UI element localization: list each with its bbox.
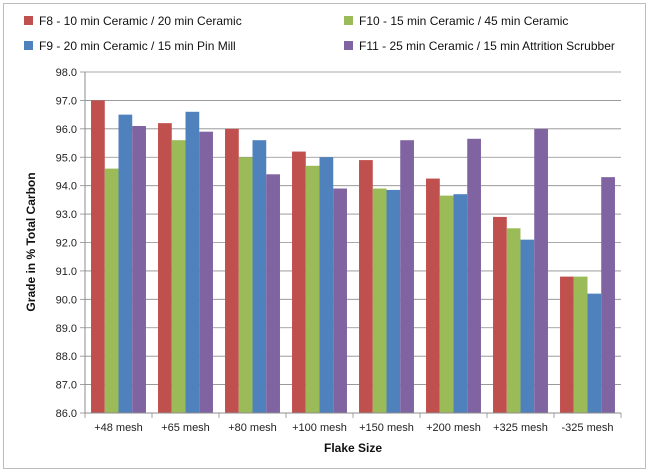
- bar: [252, 140, 267, 413]
- y-tick-labels: 86.0 87.0 88.0 89.0 90.0 91.0 92.0 93.0 94.0 95.0…: [56, 67, 77, 420]
- y-axis-title: Grade in % Total Carbon: [24, 172, 38, 311]
- y-tick-label: 88.0: [56, 351, 77, 363]
- y-tick-label: 98.0: [56, 67, 77, 79]
- legend-label: F8 - 10 min Ceramic / 20 min Ceramic: [39, 14, 242, 28]
- legend-label: F10 - 15 min Ceramic / 45 min Ceramic: [359, 14, 568, 28]
- y-tick-label: 93.0: [56, 209, 77, 221]
- bar: [199, 131, 213, 414]
- bar: [506, 228, 521, 413]
- bar: [118, 114, 133, 413]
- bar: [158, 123, 172, 414]
- x-tick-label: +200 mesh: [426, 422, 481, 434]
- legend-swatch: [344, 41, 353, 50]
- bar: [266, 174, 280, 413]
- y-tick-label: 96.0: [56, 124, 77, 136]
- x-tick-label: +48 mesh: [94, 422, 143, 434]
- x-tick-label: -325 mesh: [562, 422, 614, 434]
- bar: [467, 138, 481, 413]
- bars: [91, 100, 615, 414]
- legend-label: F9 - 20 min Ceramic / 15 min Pin Mill: [39, 39, 236, 53]
- y-tick-label: 90.0: [56, 294, 77, 306]
- bar: [560, 276, 574, 413]
- x-axis-title: Flake Size: [324, 441, 382, 455]
- y-tick-label: 91.0: [56, 266, 77, 278]
- x-tick-label: +80 mesh: [228, 422, 277, 434]
- bar: [305, 165, 320, 413]
- bar: [587, 293, 602, 413]
- legend-swatch: [24, 41, 33, 50]
- bar: [426, 178, 440, 413]
- x-tick-labels: +48 mesh +65 mesh +80 mesh +100 mesh +150 me…: [94, 422, 613, 434]
- bar: [185, 111, 200, 414]
- y-tick-label: 97.0: [56, 95, 77, 107]
- bar: [453, 194, 468, 413]
- bar: [333, 188, 347, 413]
- y-tick-label: 86.0: [56, 408, 77, 420]
- bar: [573, 276, 588, 413]
- x-tick-label: +65 mesh: [161, 422, 210, 434]
- y-tick-label: 92.0: [56, 238, 77, 250]
- bar: [439, 195, 454, 413]
- legend-label: F11 - 25 min Ceramic / 15 min Attrition …: [359, 39, 615, 53]
- bar: [225, 128, 239, 414]
- bar: [400, 140, 414, 413]
- y-tick-label: 87.0: [56, 380, 77, 392]
- bar: [534, 128, 548, 414]
- bar: [132, 125, 146, 413]
- bar: [319, 157, 334, 413]
- bar: [238, 157, 253, 413]
- legend: F8 - 10 min Ceramic / 20 min Ceramic F10 …: [24, 14, 615, 53]
- bar: [171, 140, 186, 413]
- legend-swatch: [344, 16, 353, 25]
- bar: [292, 151, 306, 414]
- y-tick-label: 94.0: [56, 181, 77, 193]
- bar: [493, 216, 507, 413]
- bar: [104, 168, 119, 413]
- y-tick-label: 95.0: [56, 152, 77, 164]
- legend-swatch: [24, 16, 33, 25]
- bar: [386, 189, 401, 413]
- bar: [372, 188, 387, 413]
- bar: [359, 160, 373, 413]
- bar: [601, 177, 615, 413]
- x-tick-label: +325 mesh: [493, 422, 548, 434]
- bar: [91, 100, 105, 414]
- axes: [84, 72, 622, 418]
- x-tick-label: +150 mesh: [359, 422, 414, 434]
- x-tick-label: +100 mesh: [292, 422, 347, 434]
- y-tick-label: 89.0: [56, 323, 77, 335]
- bar: [520, 239, 535, 413]
